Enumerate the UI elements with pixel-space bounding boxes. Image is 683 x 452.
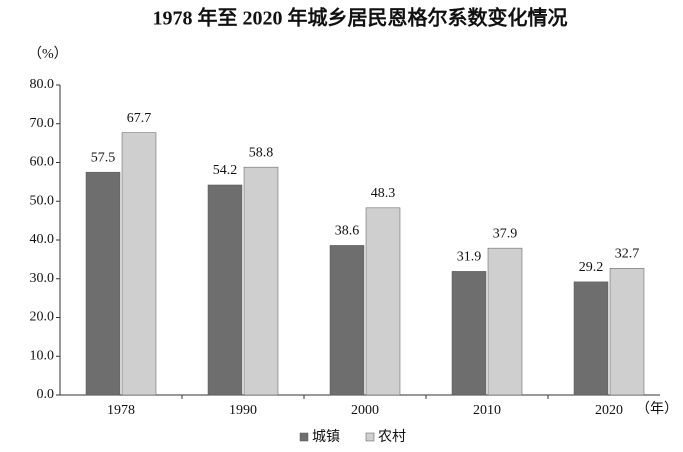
y-tick-label: 60.0 (30, 155, 55, 170)
x-tick-label: 1990 (229, 403, 257, 418)
y-tick-label: 30.0 (30, 271, 55, 286)
y-tick-label: 20.0 (30, 310, 55, 325)
bar (207, 184, 243, 396)
y-tick-label: 70.0 (30, 116, 55, 131)
value-label: 54.2 (213, 163, 238, 178)
y-tick-label: 10.0 (30, 348, 55, 363)
x-tick-label: 2010 (473, 403, 501, 418)
value-label: 31.9 (457, 250, 482, 265)
bar (329, 245, 365, 396)
bar (573, 281, 609, 396)
bar (487, 247, 523, 396)
y-tick-label: 50.0 (30, 193, 55, 208)
chart-title: 1978 年至 2020 年城乡居民恩格尔系数变化情况 (153, 6, 568, 30)
value-label: 57.5 (91, 150, 116, 165)
legend-label: 城镇 (312, 429, 340, 445)
value-label: 48.3 (371, 186, 396, 201)
value-label: 58.8 (249, 145, 274, 160)
bar (451, 271, 487, 396)
legend-swatch (365, 432, 375, 442)
value-label: 67.7 (127, 111, 152, 126)
bar (609, 268, 645, 396)
legend-swatch (299, 432, 309, 442)
x-axis-label: （年） (636, 401, 678, 417)
y-axis-label: （%） (28, 46, 68, 62)
y-tick-label: 40.0 (30, 232, 55, 247)
bar (85, 171, 121, 396)
bar (121, 132, 157, 396)
bar (243, 166, 279, 396)
value-label: 32.7 (615, 247, 640, 262)
value-label: 29.2 (579, 260, 604, 275)
y-tick-label: 80.0 (30, 77, 55, 92)
x-tick-label: 2000 (351, 403, 379, 418)
value-label: 37.9 (493, 226, 518, 241)
y-tick-label: 0.0 (37, 387, 55, 402)
value-label: 38.6 (335, 224, 360, 239)
legend-label: 农村 (378, 429, 406, 445)
x-tick-label: 1978 (107, 403, 135, 418)
bar (365, 207, 401, 396)
x-tick-label: 2020 (595, 403, 623, 418)
